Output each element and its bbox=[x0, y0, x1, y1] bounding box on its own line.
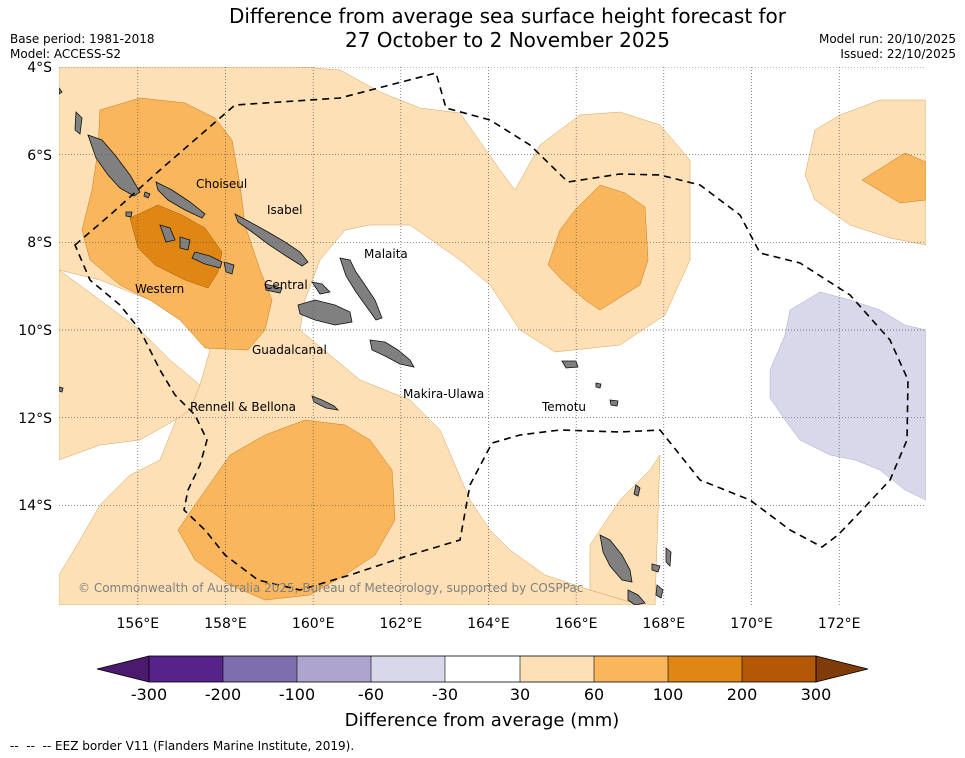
colorbar-segment bbox=[520, 656, 594, 682]
lon-label: 170°E bbox=[730, 616, 773, 632]
model-run: Model run: 20/10/2025 bbox=[818, 32, 956, 46]
colorbar-extend-left bbox=[96, 655, 150, 683]
lat-label: 12°S bbox=[18, 411, 52, 427]
lat-label: 4°S bbox=[27, 60, 52, 76]
lat-label: 14°S bbox=[18, 498, 52, 514]
lon-label: 164°E bbox=[467, 616, 510, 632]
colorbar: -300 -200 -100 -60 -30 30 60 100 200 300… bbox=[96, 655, 869, 731]
lon-label: 156°E bbox=[117, 616, 160, 632]
colorbar-segment bbox=[668, 656, 742, 682]
eez-legend-note: -- -- -- EEZ border V11 (Flanders Marine… bbox=[10, 739, 355, 753]
lon-label: 172°E bbox=[818, 616, 861, 632]
graticule bbox=[59, 67, 926, 605]
lon-label: 160°E bbox=[292, 616, 335, 632]
colorbar-title: Difference from average (mm) bbox=[345, 710, 620, 731]
colorbar-segment bbox=[223, 656, 297, 682]
base-period: Base period: 1981-2018 bbox=[10, 32, 155, 46]
colorbar-segment bbox=[371, 656, 445, 682]
lat-label: 10°S bbox=[18, 323, 52, 339]
map-title-line-1: Difference from average sea surface heig… bbox=[228, 4, 787, 28]
colorbar-tick: -100 bbox=[279, 685, 315, 704]
colorbar-segment bbox=[297, 656, 371, 682]
colorbar-tick: -30 bbox=[432, 685, 458, 704]
lon-label: 158°E bbox=[204, 616, 247, 632]
colorbar-segment bbox=[594, 656, 668, 682]
colorbar-tick: 300 bbox=[801, 685, 832, 704]
colorbar-extend-right bbox=[815, 655, 869, 683]
colorbar-tick: 30 bbox=[510, 685, 530, 704]
lon-label: 166°E bbox=[555, 616, 598, 632]
label-rennell-bellona: Rennell & Bellona bbox=[190, 400, 296, 414]
anomaly-negative-region bbox=[769, 291, 926, 501]
label-makira-ulawa: Makira-Ulawa bbox=[403, 387, 484, 401]
colorbar-tick: 200 bbox=[727, 685, 758, 704]
lon-label: 162°E bbox=[380, 616, 423, 632]
solomon-islands-land bbox=[59, 87, 672, 605]
lat-label: 6°S bbox=[27, 148, 52, 164]
colorbar-tick: -300 bbox=[131, 685, 167, 704]
label-guadalcanal: Guadalcanal bbox=[252, 343, 327, 357]
map-title-line-2: 27 October to 2 November 2025 bbox=[344, 28, 671, 52]
copyright-notice: © Commonwealth of Australia 2025, Bureau… bbox=[78, 581, 583, 595]
label-isabel: Isabel bbox=[267, 203, 302, 217]
colorbar-segment bbox=[445, 656, 520, 682]
anomaly-100-200-region bbox=[129, 204, 223, 289]
label-malaita: Malaita bbox=[364, 247, 408, 261]
map-area: Choiseul Isabel Malaita Western Central … bbox=[59, 67, 926, 605]
colorbar-tick: -200 bbox=[205, 685, 241, 704]
colorbar-tick: 60 bbox=[584, 685, 604, 704]
label-choiseul: Choiseul bbox=[196, 177, 247, 191]
eez-border bbox=[74, 72, 909, 591]
issued-date: Issued: 22/10/2025 bbox=[840, 47, 956, 61]
label-central: Central bbox=[264, 278, 308, 292]
colorbar-segment bbox=[742, 656, 816, 682]
colorbar-tick: 100 bbox=[653, 685, 684, 704]
colorbar-segment bbox=[149, 656, 223, 682]
label-western: Western bbox=[135, 282, 184, 296]
lon-label: 168°E bbox=[643, 616, 686, 632]
colorbar-tick: -60 bbox=[358, 685, 384, 704]
lat-label: 8°S bbox=[27, 235, 52, 251]
model-name: Model: ACCESS-S2 bbox=[10, 47, 122, 61]
label-temotu: Temotu bbox=[541, 400, 586, 414]
